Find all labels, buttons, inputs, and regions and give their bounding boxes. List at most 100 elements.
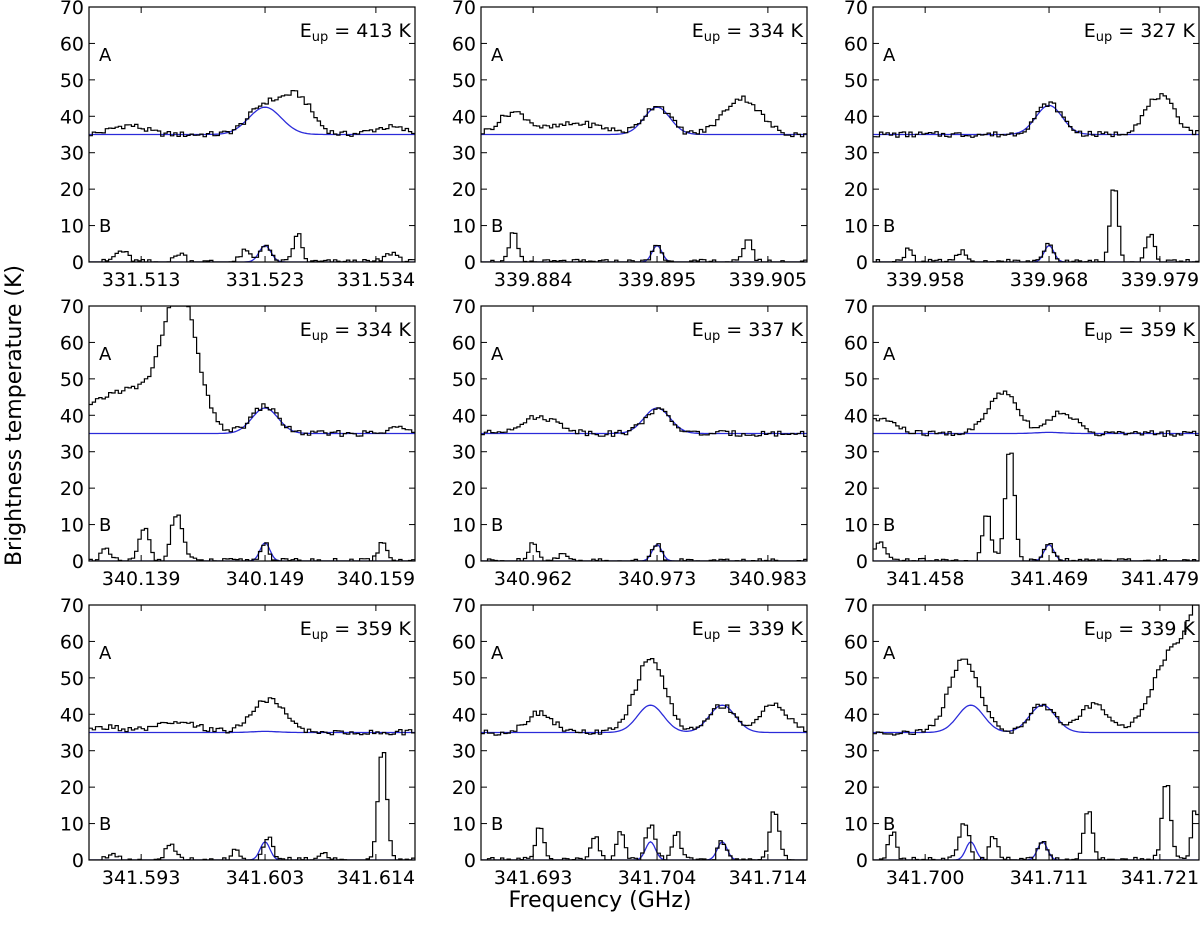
x-tick-label: 341.704 [618, 867, 697, 889]
x-tick-label: 341.721 [1121, 867, 1200, 889]
x-tick-label: 340.139 [102, 568, 181, 590]
eup-symbol: E [300, 20, 312, 42]
spectrum-label-a: A [883, 643, 896, 664]
x-tick-label: 339.884 [494, 269, 573, 291]
observed-line-b [873, 785, 1199, 860]
observed-line-b [873, 189, 1199, 262]
y-tick-label: 0 [464, 252, 476, 274]
x-tick-label: 340.149 [226, 568, 305, 590]
model-series [89, 106, 415, 262]
eup-subscript: up [704, 329, 721, 344]
spectrum-label-b: B [491, 814, 503, 835]
spectrum-label-b: B [99, 814, 111, 835]
x-tick-label: 340.983 [729, 568, 808, 590]
y-tick-label: 10 [452, 216, 476, 238]
y-tick-label: 70 [452, 0, 476, 19]
x-axis-label: Frequency (GHz) [508, 888, 692, 913]
spectrum-label-a: A [491, 643, 504, 664]
eup-value: = 334 K [720, 20, 803, 42]
eup-annotation: Eup = 334 K [300, 319, 412, 344]
model-line-a [873, 704, 1199, 734]
y-axis-label-text: Brightness temperature (K) [2, 264, 28, 566]
observed-line-a [89, 697, 415, 736]
panel-frame [88, 305, 416, 562]
y-tick-label: 40 [452, 405, 476, 427]
x-tick-label: 340.973 [618, 568, 697, 590]
panel-9: 0 10 20 30 40 50 60 70 341.700 341.711 341.721 A B Eu… [844, 595, 1200, 889]
x-tick-label: 341.458 [886, 568, 965, 590]
model-series [873, 104, 1199, 262]
observed-line-a [89, 90, 415, 138]
observed-line-b [481, 811, 807, 860]
panel-1: 0 10 20 30 40 50 60 70 331.513 331.523 331.534 A B Eu… [60, 0, 416, 291]
y-tick-label: 40 [60, 106, 84, 128]
panel-frame [88, 6, 416, 263]
model-series [873, 431, 1199, 561]
panel-frame [480, 604, 808, 861]
spectrum-label-a: A [99, 344, 112, 365]
panel-7: 0 10 20 30 40 50 60 70 341.593 341.603 341.614 A B Eu… [60, 595, 416, 889]
spectrum-label-a: A [99, 45, 112, 66]
y-tick-label: 40 [60, 405, 84, 427]
eup-value: = 327 K [1112, 20, 1195, 42]
y-tick-label: 20 [452, 478, 476, 500]
y-tick-label: 30 [60, 143, 84, 165]
eup-symbol: E [300, 618, 312, 640]
observed-line-a [89, 306, 415, 437]
observed-series [481, 95, 807, 262]
eup-value: = 339 K [1112, 618, 1195, 640]
panel-frame [872, 305, 1200, 562]
y-tick-label: 50 [452, 668, 476, 690]
x-tick-label: 339.968 [1010, 269, 1089, 291]
x-tick-label: 331.523 [226, 269, 305, 291]
eup-symbol: E [1084, 319, 1096, 341]
x-tick-label: 340.962 [494, 568, 573, 590]
x-tick-label: 339.958 [886, 269, 965, 291]
observed-line-b [481, 232, 807, 262]
x-tick-label: 331.534 [337, 269, 416, 291]
eup-symbol: E [692, 20, 704, 42]
panel-2: 0 10 20 30 40 50 60 70 339.884 339.895 339.905 A B Eu… [452, 0, 808, 291]
y-tick-label: 50 [452, 369, 476, 391]
eup-annotation: Eup = 339 K [1084, 618, 1196, 643]
y-tick-label: 50 [60, 70, 84, 92]
y-tick-label: 30 [60, 442, 84, 464]
eup-symbol: E [1084, 20, 1096, 42]
spectrum-label-b: B [883, 216, 895, 237]
x-tick-label: 339.895 [618, 269, 697, 291]
y-tick-label: 70 [844, 595, 868, 617]
observed-line-b [873, 452, 1199, 561]
eup-subscript: up [1096, 30, 1113, 45]
x-tick-label: 341.714 [729, 867, 808, 889]
eup-annotation: Eup = 359 K [1084, 319, 1196, 344]
eup-annotation: Eup = 339 K [692, 618, 804, 643]
y-tick-label: 0 [464, 850, 476, 872]
spectrum-label-b: B [883, 515, 895, 536]
model-line-a [89, 730, 415, 734]
eup-symbol: E [692, 319, 704, 341]
observed-series [873, 390, 1199, 561]
x-tick-label: 341.700 [886, 867, 965, 889]
y-tick-label: 10 [452, 515, 476, 537]
y-tick-label: 0 [72, 551, 84, 573]
y-tick-label: 60 [844, 33, 868, 55]
model-line-a [873, 104, 1199, 136]
x-tick-label: 341.479 [1121, 568, 1200, 590]
model-series [873, 704, 1199, 860]
observed-line-b [481, 542, 807, 561]
eup-symbol: E [692, 618, 704, 640]
y-tick-label: 10 [60, 515, 84, 537]
eup-subscript: up [312, 329, 329, 344]
x-tick-label: 341.603 [226, 867, 305, 889]
y-tick-label: 30 [844, 143, 868, 165]
panel-frame [480, 6, 808, 263]
y-tick-label: 10 [844, 216, 868, 238]
y-tick-label: 70 [844, 0, 868, 19]
y-tick-label: 30 [60, 741, 84, 763]
x-tick-label: 340.159 [337, 568, 416, 590]
y-tick-label: 70 [452, 296, 476, 318]
x-tick-label: 341.711 [1010, 867, 1089, 889]
model-line-a [873, 431, 1199, 435]
observed-line-a [873, 93, 1199, 138]
